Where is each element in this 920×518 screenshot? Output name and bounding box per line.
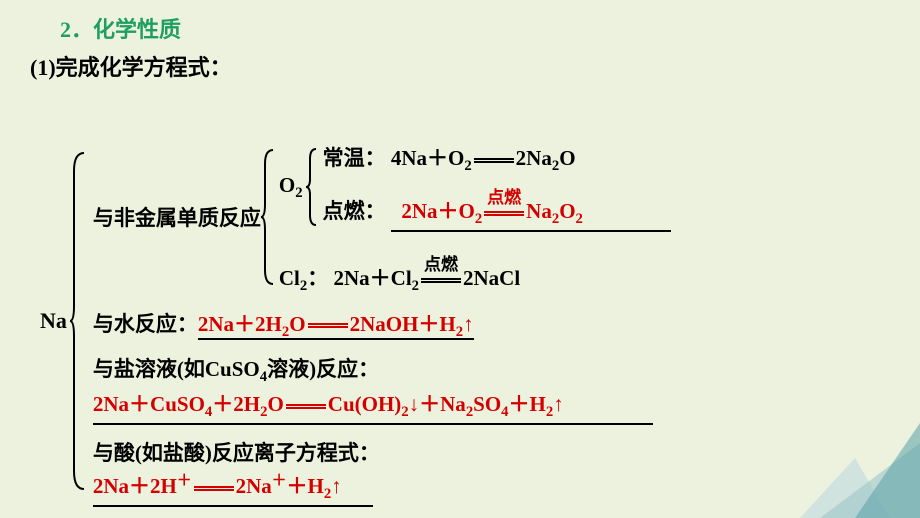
o2-roomtemp: 常温： 4Na＋O22Na2O (319, 138, 675, 179)
nonmetal-label: 与非金属单质反应 (93, 202, 261, 232)
equation-tree: Na 与非金属单质反应 O2 (40, 130, 860, 511)
nonmetal-row: 与非金属单质反应 O2 (85, 130, 687, 304)
salt-row: 与盐溶液(如CuSO4溶液)反应： 2Na＋CuSO4＋2H2OCu(OH)2↓… (85, 349, 687, 429)
o2-ignite: 点燃： 2Na＋O2点燃Na2O2 (319, 191, 675, 236)
nonmetal-brace (261, 148, 275, 286)
acid-row: 与酸(如盐酸)反应离子方程式： 2Na＋2H＋2Na＋＋H2↑ (85, 433, 687, 511)
cl2-row: Cl2： 2Na＋Cl2点燃2NaCl (275, 258, 679, 299)
o2-row: O2 常温： 4Na＋O22Na2O 点燃 (275, 134, 679, 240)
subsection-heading: (1)完成化学方程式： (30, 50, 232, 82)
corner-decoration (780, 413, 920, 518)
o2-label: O2 (279, 173, 303, 202)
root-na-label: Na (40, 308, 67, 334)
section-heading: 2．化学性质 (60, 12, 181, 44)
water-row: 与水反应：2Na＋2H2O2NaOH＋H2↑ (85, 304, 687, 345)
o2-brace (305, 147, 319, 227)
outer-brace (71, 130, 85, 511)
